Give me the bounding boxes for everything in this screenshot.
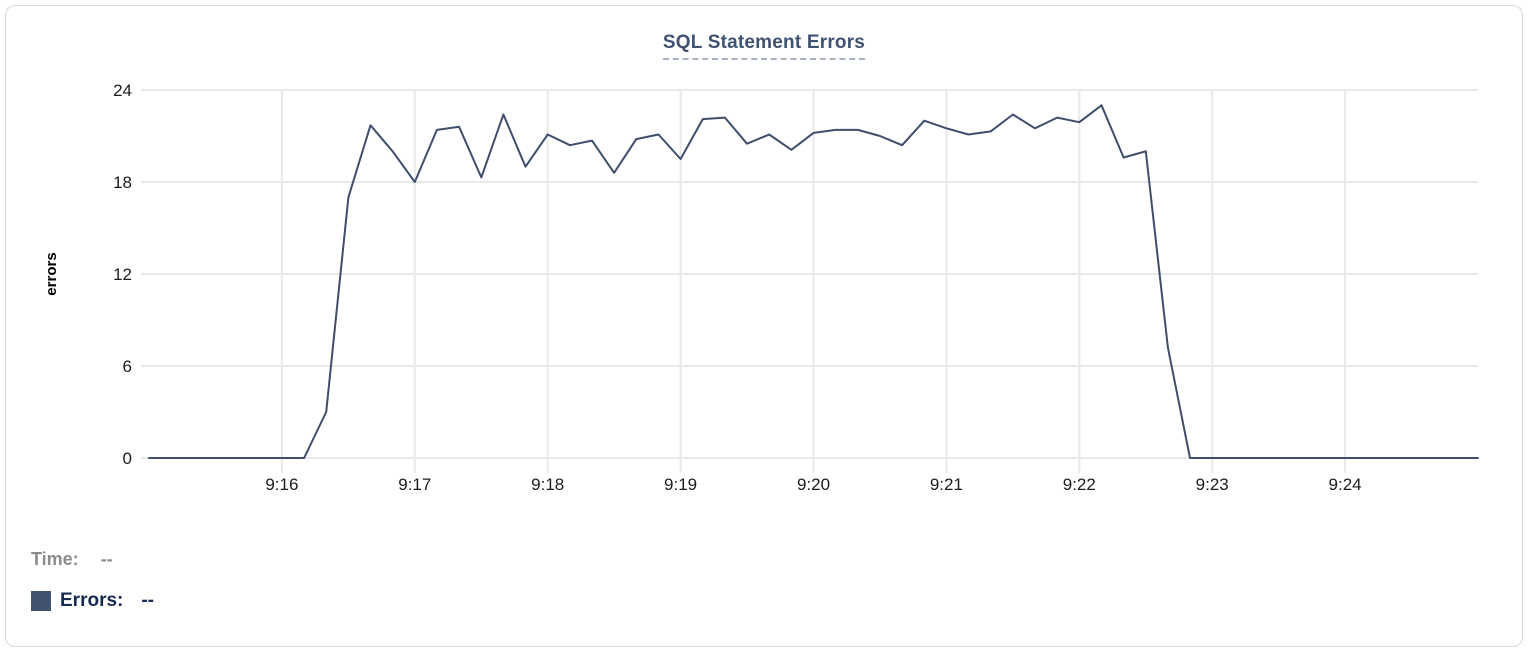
y-tick-label: 18 [113,173,132,192]
y-axis-title: errors [43,252,60,295]
tooltip-errors-row: Errors: -- [31,590,154,612]
x-tick-label: 9:19 [664,475,697,494]
y-tick-label: 24 [113,81,132,100]
x-tick-label: 9:18 [531,475,564,494]
x-tick-label: 9:21 [930,475,963,494]
x-tick-label: 9:17 [398,475,431,494]
y-tick-label: 12 [113,265,132,284]
chart-card: SQL Statement Errors 0 6 12 18 24 9:16 9:17 9:1… [5,5,1523,647]
errors-series-swatch [31,591,51,611]
tooltip-time-value: -- [100,549,113,569]
x-tick-label: 9:20 [797,475,830,494]
x-tick-label: 9:16 [265,475,298,494]
tooltip-errors-label: Errors: [60,590,124,611]
y-tick-label: 0 [123,449,132,468]
y-tick-label: 6 [123,357,132,376]
chart-header: SQL Statement Errors [6,32,1522,60]
errors-series-line [148,104,1479,459]
x-tick-label: 9:22 [1063,475,1096,494]
tooltip-errors-value: -- [141,590,155,611]
errors-line-chart[interactable]: 0 6 12 18 24 9:16 9:17 9:18 9:19 9:20 9:21 9:22 9:23… [6,6,1528,652]
chart-title-link[interactable]: SQL Statement Errors [662,32,866,60]
x-tick-label: 9:24 [1329,475,1362,494]
tooltip-time-label: Time: [31,549,79,569]
x-tick-label: 9:23 [1196,475,1229,494]
tooltip-time-row: Time: -- [31,549,113,570]
